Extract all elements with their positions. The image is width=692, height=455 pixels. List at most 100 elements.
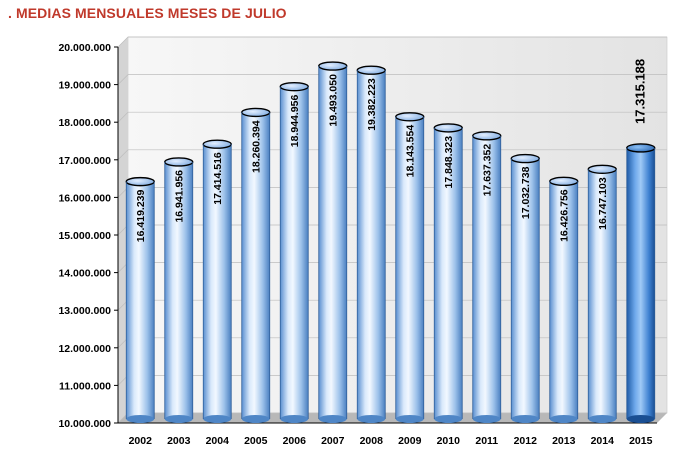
bar-body xyxy=(511,158,540,420)
gridline-depth xyxy=(117,149,129,161)
bar-cap xyxy=(241,107,271,118)
y-tick-label: 12.000.000 xyxy=(58,343,111,355)
bar-2007 xyxy=(318,61,348,423)
bar-base xyxy=(241,415,270,423)
value-label: 17.032.738 xyxy=(520,166,532,219)
x-tick-label: 2013 xyxy=(552,435,576,447)
bar-2010 xyxy=(433,123,463,423)
x-tick-label: 2007 xyxy=(321,435,345,447)
y-tick-label: 14.000.000 xyxy=(58,268,111,280)
y-tick-label: 20.000.000 xyxy=(58,42,111,54)
bar-cap xyxy=(587,164,617,175)
bar-2009 xyxy=(395,112,425,423)
value-label: 19.493.050 xyxy=(328,74,340,127)
gridline-depth xyxy=(117,74,129,85)
bar-base xyxy=(126,415,155,423)
bar-base xyxy=(549,415,578,423)
x-tick-label: 2012 xyxy=(514,435,538,447)
bar-body xyxy=(588,169,617,419)
y-tick-label: 10.000.000 xyxy=(58,418,111,430)
bar-2013 xyxy=(549,176,579,423)
bar-base xyxy=(511,415,540,423)
x-tick-label: 2005 xyxy=(244,435,268,447)
bar-base xyxy=(318,415,347,423)
plot-floor xyxy=(118,413,667,423)
bar-2014 xyxy=(587,164,617,423)
bar-cap xyxy=(279,81,309,92)
x-tick-label: 2002 xyxy=(129,435,153,447)
bar-body xyxy=(126,181,155,419)
bar-body xyxy=(434,127,463,420)
bar-2012 xyxy=(510,153,540,423)
bar-2003 xyxy=(164,157,194,423)
x-tick-label: 2006 xyxy=(283,435,307,447)
bar-body xyxy=(626,147,655,420)
x-tick-label: 2009 xyxy=(398,435,422,447)
y-tick-label: 18.000.000 xyxy=(58,117,111,129)
bar-cap xyxy=(164,157,194,167)
y-tick-label: 17.000.000 xyxy=(58,155,111,167)
value-label: 19.382.223 xyxy=(366,78,378,131)
bar-2008 xyxy=(356,65,386,423)
bar-base xyxy=(357,415,386,423)
y-tick-label: 19.000.000 xyxy=(58,80,111,92)
value-label: 17.414.516 xyxy=(212,152,224,205)
y-tick-label: 15.000.000 xyxy=(58,230,111,242)
bar-body xyxy=(549,181,578,419)
bar-base xyxy=(203,415,232,423)
x-tick-label: 2011 xyxy=(475,435,498,447)
value-label: 18.944.956 xyxy=(289,95,301,148)
y-tick-label: 11.000.000 xyxy=(59,380,111,392)
bar-base xyxy=(588,415,617,423)
bar-cap xyxy=(356,65,386,75)
bar-body xyxy=(164,161,193,419)
value-label: 16.941.956 xyxy=(174,170,186,223)
bar-body xyxy=(472,135,501,419)
bar-base xyxy=(395,415,424,423)
bar-cap xyxy=(395,112,425,122)
gridline-depth xyxy=(117,36,129,48)
bar-2005 xyxy=(241,107,271,423)
value-label: 17.315.188 xyxy=(633,59,648,124)
x-tick-label: 2008 xyxy=(360,435,384,447)
bar-cap xyxy=(202,139,232,149)
value-label: 16.426.756 xyxy=(559,189,571,242)
gridline-depth xyxy=(117,111,129,123)
value-label: 18.143.554 xyxy=(405,125,417,178)
bar-base xyxy=(280,415,309,423)
x-tick-label: 2003 xyxy=(167,435,191,447)
bar-cap xyxy=(318,61,348,71)
bar-body xyxy=(318,66,347,420)
bar-body xyxy=(203,144,232,419)
x-tick-label: 2010 xyxy=(437,435,461,447)
bar-base xyxy=(472,415,501,423)
value-label: 17.848.323 xyxy=(443,136,455,189)
bar-body xyxy=(241,112,270,420)
bar-body xyxy=(357,70,386,419)
chart-title: . MEDIAS MENSUALES MESES DE JULIO xyxy=(8,5,287,21)
bar-base xyxy=(434,415,463,423)
bar-cap xyxy=(626,143,656,153)
bar-cap xyxy=(125,176,155,187)
bar-cap xyxy=(510,153,540,164)
bar-2002 xyxy=(125,176,155,423)
x-tick-label: 2014 xyxy=(591,435,615,447)
y-tick-label: 13.000.000 xyxy=(58,305,111,317)
bar-base xyxy=(164,415,193,423)
value-label: 17.637.352 xyxy=(482,144,494,197)
value-label: 16.419.239 xyxy=(135,189,147,242)
bar-2015 xyxy=(626,143,656,423)
x-tick-label: 2004 xyxy=(206,435,230,447)
x-tick-label: 2015 xyxy=(629,435,653,447)
value-label: 16.747.103 xyxy=(597,177,609,230)
value-label: 18.260.394 xyxy=(251,120,263,173)
bar-cap xyxy=(472,131,502,141)
bar-body xyxy=(280,86,309,420)
bar-body xyxy=(395,116,424,419)
bar-cap xyxy=(433,123,463,133)
bar-base xyxy=(626,415,655,423)
bar-2004 xyxy=(202,139,232,423)
bar-2011 xyxy=(472,131,502,423)
bar-cap xyxy=(549,176,579,187)
